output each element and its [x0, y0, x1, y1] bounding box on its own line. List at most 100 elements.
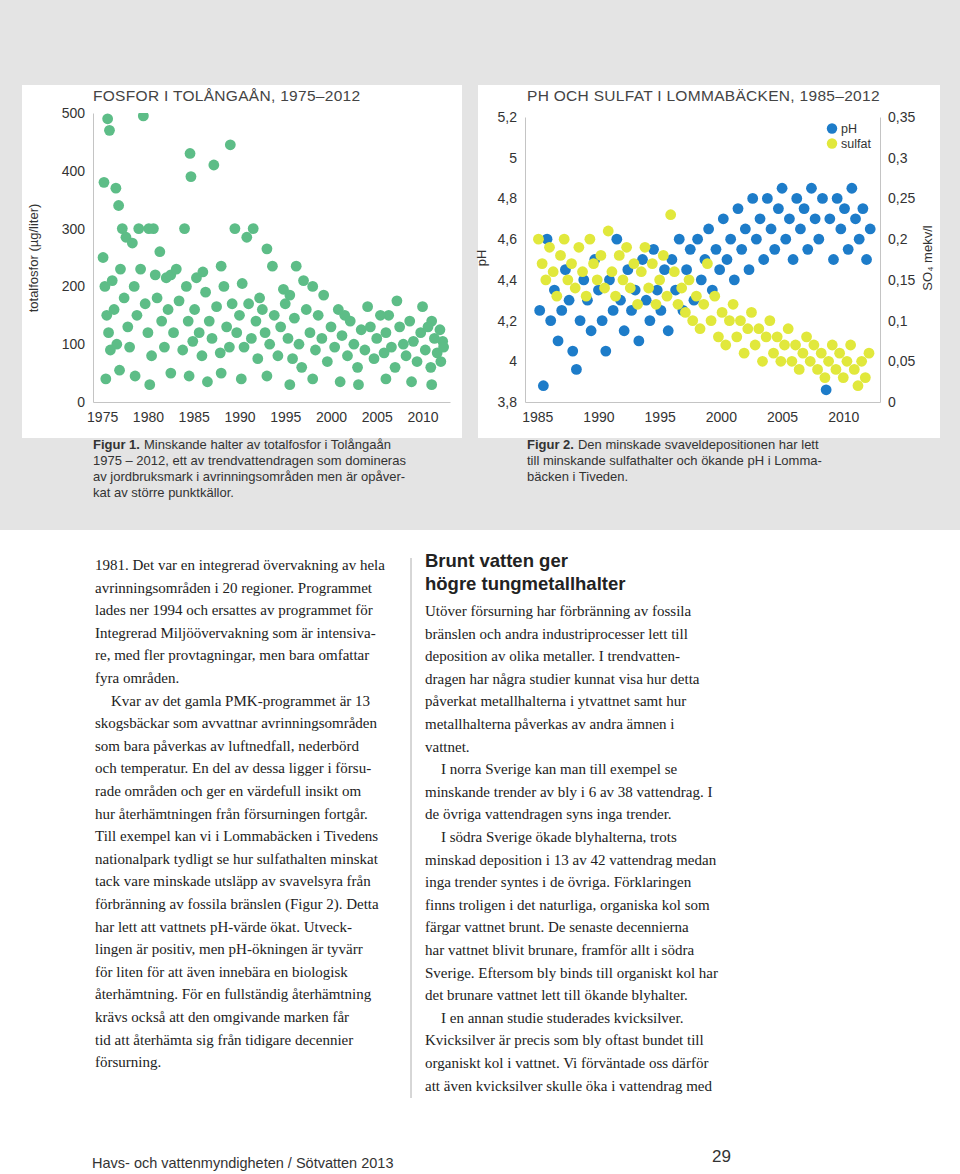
data-point: [680, 307, 691, 318]
data-point: [725, 234, 736, 245]
figure-caption: Figur 1.Minskande halter av totalfosfor …: [93, 437, 406, 500]
data-point: [392, 295, 403, 306]
body-line: I södra Sverige ökade blyhalterna, trots: [441, 829, 677, 845]
data-point: [348, 339, 359, 350]
data-point: [104, 125, 115, 136]
data-point: [747, 193, 758, 204]
data-point: [706, 315, 717, 326]
plot-marks: [98, 113, 449, 390]
data-point: [850, 213, 861, 224]
tick: 1980: [133, 402, 164, 425]
data-point: [691, 291, 702, 302]
data-point: [538, 380, 549, 391]
data-point: [107, 275, 118, 286]
data-point: [768, 348, 779, 359]
data-point: [239, 342, 250, 353]
data-point: [243, 298, 254, 309]
caption-line: Den minskade svaveldepositionen har lett: [578, 437, 819, 452]
data-point: [812, 364, 823, 375]
data-point: [783, 323, 794, 334]
data-point: [739, 348, 750, 359]
data-point: [692, 234, 703, 245]
body-line: bränslen och andra industriprocesser let…: [425, 626, 688, 642]
data-point: [556, 305, 567, 316]
data-point: [273, 350, 284, 361]
data-point: [553, 336, 564, 347]
legend-marker: [827, 123, 837, 133]
data-point: [597, 315, 608, 326]
data-point: [227, 298, 238, 309]
data-point: [229, 223, 240, 234]
data-point: [780, 234, 791, 245]
tick-label: 1985: [522, 409, 553, 425]
chart-panel: [478, 85, 940, 438]
data-point: [352, 362, 363, 373]
text-column: Brunt vatten gerhögre tungmetallhalterUt…: [425, 550, 718, 1094]
data-point: [305, 327, 316, 338]
data-point: [835, 224, 846, 235]
body-line: att även kvicksilver skulle öka i vatten…: [425, 1078, 712, 1094]
legend-label: pH: [841, 122, 857, 136]
tick: 500: [62, 105, 93, 121]
data-point: [586, 325, 597, 336]
data-point: [371, 333, 382, 344]
data-point: [772, 331, 783, 342]
data-point: [406, 376, 417, 387]
data-point: [168, 327, 179, 338]
data-point: [398, 339, 409, 350]
tick: 1995: [270, 402, 301, 425]
tick-label: 4,2: [498, 313, 518, 329]
data-point: [138, 113, 149, 121]
data-point: [831, 364, 842, 375]
data-point: [816, 348, 827, 359]
data-point: [262, 371, 273, 382]
data-point: [828, 254, 839, 265]
data-point: [784, 213, 795, 224]
data-point: [647, 258, 658, 269]
data-point: [779, 340, 790, 351]
data-point: [132, 310, 143, 321]
data-point: [135, 264, 146, 275]
data-point: [197, 267, 208, 278]
data-point: [728, 299, 739, 310]
tick-label: 400: [62, 163, 86, 179]
data-point: [353, 379, 364, 390]
data-point: [216, 261, 227, 272]
data-point: [251, 316, 262, 327]
data-point: [571, 364, 582, 375]
body-line: skogsbäckar som avvattnar avrinningsområ…: [95, 715, 378, 731]
tick-label: 2000: [316, 409, 347, 425]
tick: 0,1: [880, 313, 908, 329]
body-line: Integrerad Miljöövervakning som är inten…: [95, 625, 376, 641]
body-line: inga trender syntes i de övriga. Förklar…: [425, 874, 692, 890]
data-point: [100, 373, 111, 384]
data-point: [621, 242, 632, 253]
data-point: [562, 274, 573, 285]
data-point: [709, 291, 720, 302]
data-point: [237, 278, 248, 289]
chart: 1975198019851990199520002005201001002003…: [22, 85, 462, 438]
body-line: dragen har några studier kunnat visa hur…: [425, 671, 700, 687]
body-line: Till exempel kan vi i Lommabäcken i Tive…: [95, 828, 378, 844]
tick: 0,35: [880, 109, 915, 125]
body-line: Kvar av det gamla PMK-programmet är 13: [111, 693, 370, 709]
body-line: Utöver försurning har förbränning av fos…: [425, 603, 692, 619]
data-point: [310, 345, 321, 356]
data-point: [540, 274, 551, 285]
data-point: [865, 224, 876, 235]
body-line: som bara påverkas av luftnedfall, nederb…: [95, 738, 360, 754]
tick: 0: [880, 394, 896, 410]
data-point: [821, 384, 832, 395]
data-point: [610, 291, 621, 302]
data-point: [838, 372, 849, 383]
data-point: [362, 301, 373, 312]
tick: 0,3: [880, 150, 908, 166]
axis: 19751980198519901995200020052010: [87, 402, 450, 425]
body-line: tid att återhämta sig från tidigare dece…: [95, 1032, 353, 1048]
data-point: [187, 336, 198, 347]
body-line: tack vare minskade utsläpp av svavelsyra…: [95, 873, 371, 889]
body-line: I norra Sverige kan man till exempel se: [441, 761, 678, 777]
data-point: [260, 327, 271, 338]
axis: 198519901995200020052010: [522, 402, 880, 425]
tick-label: 0,3: [888, 150, 908, 166]
